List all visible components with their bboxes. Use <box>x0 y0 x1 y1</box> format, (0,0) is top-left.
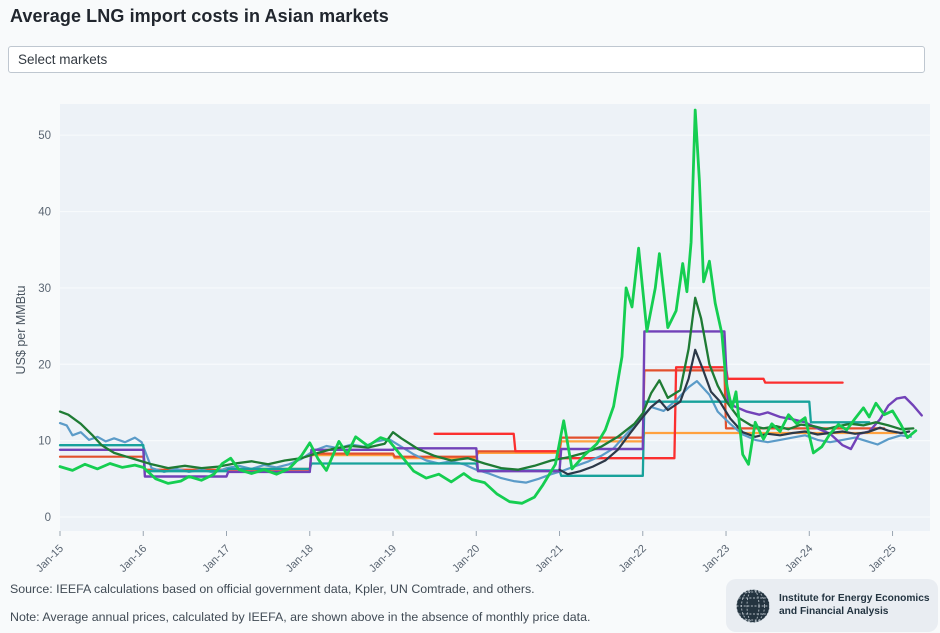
purple-line <box>58 330 923 478</box>
x-tick-label: Jan-20 <box>450 543 482 575</box>
x-tick-label: Jan-15 <box>34 543 66 575</box>
y-axis-title: US$ per MMBtu <box>14 285 28 374</box>
plot-area[interactable] <box>60 104 930 531</box>
ieefa-logo-line2: and Financial Analysis <box>779 605 889 617</box>
y-tick-label: 10 <box>38 436 51 448</box>
note-text: Note: Average annual prices, calculated … <box>10 610 591 624</box>
ieefa-logo-line1: Institute for Energy Economics <box>779 593 930 605</box>
x-tick-label: Jan-24 <box>783 543 815 575</box>
y-tick-label: 50 <box>38 130 51 142</box>
ieefa-logo: Institute for Energy Economics and Finan… <box>726 579 938 632</box>
page-title: Average LNG import costs in Asian market… <box>10 6 389 26</box>
x-tick-label: Jan-23 <box>700 543 732 575</box>
x-tick-label: Jan-16 <box>117 543 149 575</box>
dark-green-line <box>58 296 915 471</box>
ieefa-logo-text: Institute for Energy Economics and Finan… <box>779 593 930 617</box>
markets-select[interactable]: Select markets <box>8 46 925 73</box>
bright-green-line <box>58 108 918 505</box>
markets-select-placeholder: Select markets <box>18 52 108 67</box>
globe-icon <box>736 588 770 623</box>
x-tick-label: Jan-17 <box>200 543 232 575</box>
y-tick-label: 30 <box>38 283 51 295</box>
x-tick-label: Jan-19 <box>367 543 399 575</box>
x-tick-label: Jan-25 <box>866 543 898 575</box>
red-step-line <box>433 366 844 460</box>
dark-navy-line <box>558 348 911 476</box>
y-tick-label: 0 <box>45 512 51 524</box>
x-tick-label: Jan-22 <box>617 543 649 575</box>
x-tick-label: Jan-18 <box>284 543 316 575</box>
y-tick-label: 40 <box>38 207 51 219</box>
source-text: Source: IEEFA calculations based on offi… <box>10 582 535 596</box>
x-tick-label: Jan-21 <box>533 543 565 575</box>
y-tick-label: 20 <box>38 359 51 371</box>
